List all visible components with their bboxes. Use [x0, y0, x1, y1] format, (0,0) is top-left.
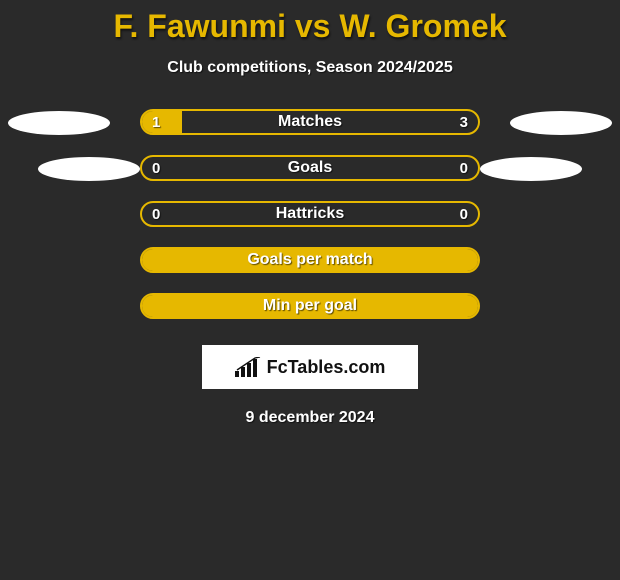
stat-label: Goals: [142, 157, 478, 179]
player-right-badge: [510, 111, 612, 135]
branding-text: FcTables.com: [267, 357, 386, 378]
comparison-card: F. Fawunmi vs W. Gromek Club competition…: [0, 0, 620, 427]
player-left-badge: [8, 111, 110, 135]
player-left-badge: [38, 157, 140, 181]
subtitle: Club competitions, Season 2024/2025: [0, 59, 620, 77]
stat-label: Goals per match: [142, 249, 478, 271]
stat-row: 00Hattricks: [0, 201, 620, 229]
stat-bar: 00Hattricks: [140, 201, 480, 227]
stat-row: 00Goals: [0, 155, 620, 183]
stat-bar: Goals per match: [140, 247, 480, 273]
stat-row: 13Matches: [0, 109, 620, 137]
stat-bar: Min per goal: [140, 293, 480, 319]
stat-row: Min per goal: [0, 293, 620, 321]
stat-bar: 00Goals: [140, 155, 480, 181]
stat-row: Goals per match: [0, 247, 620, 275]
date-label: 9 december 2024: [0, 409, 620, 427]
stat-label: Min per goal: [142, 295, 478, 317]
stat-label: Matches: [142, 111, 478, 133]
stat-label: Hattricks: [142, 203, 478, 225]
branding: FcTables.com: [202, 345, 418, 389]
bars-container: 13Matches 00Goals 00Hattricks Goals per mat…: [0, 109, 620, 321]
player-right-badge: [480, 157, 582, 181]
stat-bar: 13Matches: [140, 109, 480, 135]
bars-growth-icon: [235, 357, 261, 377]
page-title: F. Fawunmi vs W. Gromek: [0, 8, 620, 45]
